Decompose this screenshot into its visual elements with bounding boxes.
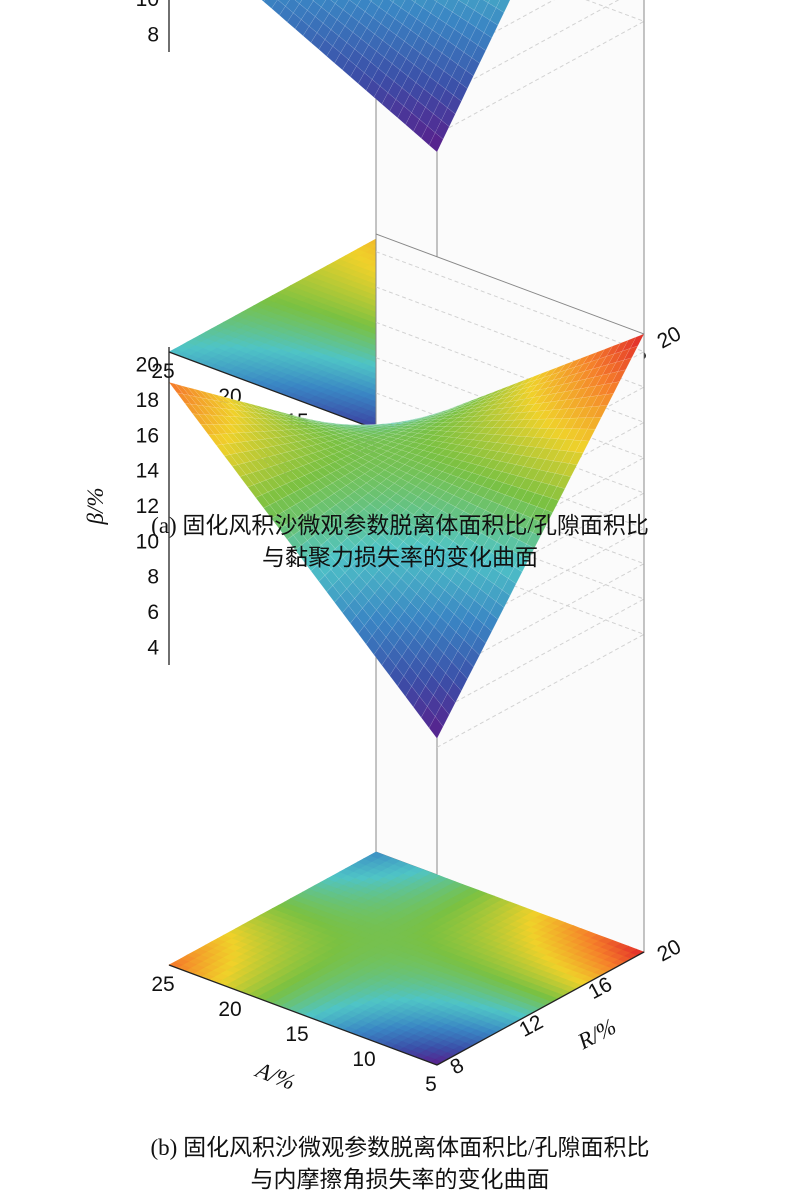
r-tick-label: 20: [654, 935, 685, 966]
grid-line-z: [436, 0, 646, 135]
a-tick-label: 25: [151, 973, 174, 996]
a-tick-label: 15: [285, 1023, 308, 1046]
a-tick-label: 20: [218, 998, 241, 1021]
r-tick-label: 20: [654, 322, 685, 353]
caption-a-line2: 与黏聚力损失率的变化曲面: [262, 545, 538, 570]
z-tick-label: 4: [147, 636, 159, 659]
caption-a-line1: (a) 固化风积沙微观参数脱离体面积比/孔隙面积比: [151, 513, 649, 538]
caption-b-line1: (b) 固化风积沙微观参数脱离体面积比/孔隙面积比: [150, 1135, 650, 1160]
a-axis-label: A/%: [251, 1057, 299, 1095]
r-tick-label: 8: [447, 1054, 468, 1080]
r-axis-label: R/%: [573, 1014, 621, 1055]
z-tick-label: 18: [136, 389, 159, 412]
z-tick-label: 20: [136, 354, 159, 377]
caption-a: (a) 固化风积沙微观参数脱离体面积比/孔隙面积比 与黏聚力损失率的变化曲面: [0, 510, 800, 574]
z-tick-label: 16: [136, 424, 159, 447]
caption-b-line2: 与内摩擦角损失率的变化曲面: [250, 1167, 550, 1192]
a-tick-label: 5: [425, 1073, 437, 1096]
z-tick-label: 10: [136, 0, 159, 11]
grid-line-z: [436, 0, 620, 100]
grid-line-z: [436, 0, 555, 65]
a-tick-label: 10: [352, 1048, 375, 1071]
z-tick-label: 8: [147, 23, 159, 46]
z-tick-label: 6: [147, 601, 159, 624]
caption-b: (b) 固化风积沙微观参数脱离体面积比/孔隙面积比 与内摩擦角损失率的变化曲面: [0, 1132, 800, 1196]
z-tick-label: 14: [136, 460, 160, 483]
